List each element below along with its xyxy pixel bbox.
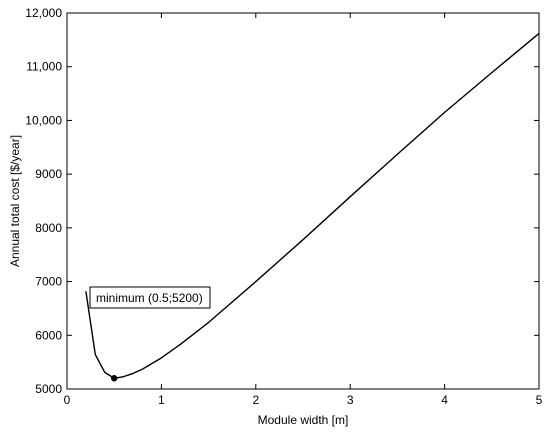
x-tick-label: 2 <box>252 393 259 407</box>
x-tick-label: 0 <box>64 393 71 407</box>
y-tick-label: 6000 <box>35 328 62 342</box>
annotation-label: minimum (0.5;5200) <box>96 291 203 305</box>
x-tick-label: 3 <box>347 393 354 407</box>
annotation-layer: minimum (0.5;5200) <box>89 286 211 382</box>
y-tick-label: 5000 <box>35 382 62 396</box>
minimum-point-marker <box>111 375 118 382</box>
series-layer <box>85 32 540 379</box>
plot-area-frame <box>66 12 540 390</box>
x-tick-label: 1 <box>158 393 165 407</box>
cost-curve-line <box>85 32 540 379</box>
y-tick-label: 8000 <box>35 221 62 235</box>
y-tick-label: 11,000 <box>26 60 62 74</box>
y-tick-label: 12,000 <box>25 6 62 20</box>
y-tick-label: 9000 <box>35 167 62 181</box>
x-axis: 0 1 2 3 4 5 <box>64 13 543 407</box>
annotation-box <box>89 286 211 309</box>
x-tick-label: 5 <box>536 393 543 407</box>
x-tick-label: 4 <box>441 393 448 407</box>
x-axis-label: Module width [m] <box>258 413 349 427</box>
y-axis: 5000 6000 7000 8000 9000 10,000 11,000 12,000 <box>25 6 539 396</box>
y-axis-label: Annual total cost [$/year] <box>8 135 22 267</box>
y-tick-label: 10,000 <box>25 113 62 127</box>
y-tick-label: 7000 <box>35 275 62 289</box>
